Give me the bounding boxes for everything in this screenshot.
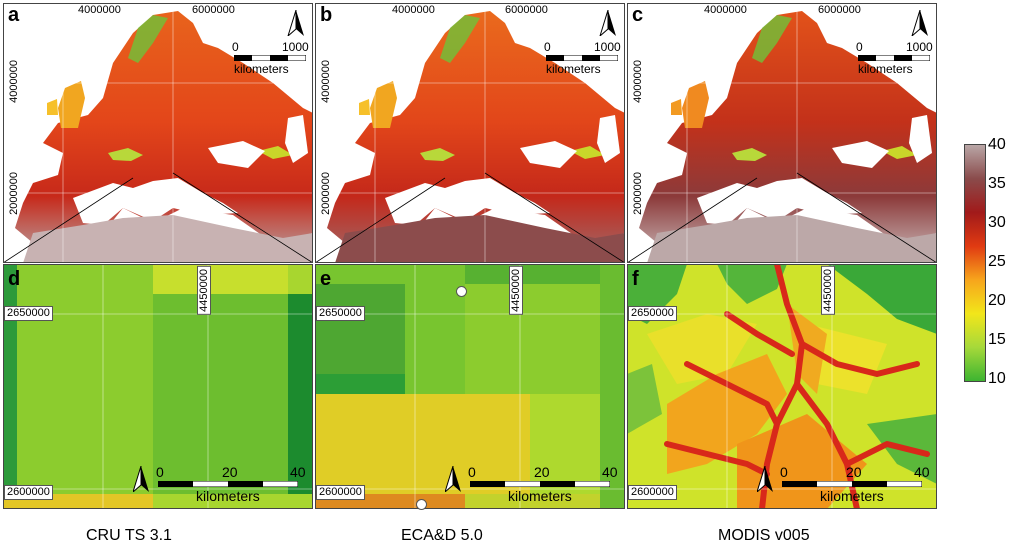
panel-c-modis-europe-map [627,3,937,263]
x-coordinate-label: 6000000 [818,4,861,16]
colorbar [964,144,986,382]
north-arrow-icon [911,9,929,41]
y-coordinate-label: 2600000 [316,485,365,500]
north-arrow-icon [756,465,773,497]
y-coordinate-label: 2600000 [628,485,677,500]
panel-letter: d [8,268,21,290]
scale-max: 1000 [282,40,309,54]
north-arrow-icon [132,465,149,497]
colorbar-tick: 40 [988,136,1006,153]
north-arrow-icon [599,9,617,41]
y-coordinate-label: 2600000 [4,485,53,500]
y-coordinate-label: 4000000 [320,60,332,103]
caption-modis: MODIS v005 [718,527,810,544]
scale-unit: kilometers [234,62,289,76]
scale-max: 40 [602,464,618,480]
colorbar-tick: 20 [988,292,1006,309]
caption-ecad: ECA&D 5.0 [401,527,483,544]
scale-zero: 0 [156,464,164,480]
scale-mid: 20 [222,464,238,480]
scale-mid: 20 [846,464,862,480]
north-arrow-icon [287,9,305,41]
colorbar-gradient [965,145,985,381]
colorbar-tick: 35 [988,175,1006,192]
colorbar-tick: 30 [988,214,1006,231]
x-coordinate-label: 6000000 [505,4,548,16]
station-marker [456,286,467,297]
scale-unit: kilometers [820,488,884,504]
scale-max: 1000 [906,40,933,54]
panel-letter: b [320,4,333,26]
y-coordinate-label: 4000000 [632,60,644,103]
scale-zero: 0 [780,464,788,480]
x-coordinate-label: 4000000 [78,4,121,16]
x-coordinate-label: 4450000 [197,266,211,315]
caption-cru: CRU TS 3.1 [86,527,172,544]
scale-zero: 0 [232,40,239,54]
x-coordinate-label: 4000000 [704,4,747,16]
scale-max: 1000 [594,40,621,54]
station-marker [416,499,427,510]
y-coordinate-label: 2650000 [4,306,53,321]
scale-unit: kilometers [508,488,572,504]
panel-d-cru-zoom-map [3,264,313,509]
panel-letter: f [632,268,639,290]
scale-zero: 0 [468,464,476,480]
panel-letter: c [632,4,644,26]
colorbar-tick: 25 [988,253,1006,270]
y-coordinate-label: 2650000 [316,306,365,321]
y-coordinate-label: 4000000 [8,60,20,103]
scale-unit: kilometers [546,62,601,76]
scale-mid: 20 [534,464,550,480]
y-coordinate-label: 2650000 [628,306,677,321]
colorbar-tick: 10 [988,370,1006,387]
panel-e-ecad-zoom-map [315,264,625,509]
x-coordinate-label: 4450000 [509,266,523,315]
scale-max: 40 [914,464,930,480]
panel-letter: e [320,268,332,290]
y-coordinate-label: 2000000 [632,172,644,215]
panel-b-ecad-europe-map [315,3,625,263]
scale-max: 40 [290,464,306,480]
scale-unit: kilometers [196,488,260,504]
colorbar-tick: 15 [988,331,1006,348]
panel-a-cru-europe-map [3,3,313,263]
scale-zero: 0 [544,40,551,54]
y-coordinate-label: 2000000 [320,172,332,215]
scale-unit: kilometers [858,62,913,76]
north-arrow-icon [444,465,461,497]
x-coordinate-label: 6000000 [192,4,235,16]
x-coordinate-label: 4000000 [392,4,435,16]
scale-zero: 0 [856,40,863,54]
panel-letter: a [8,4,20,26]
y-coordinate-label: 2000000 [8,172,20,215]
x-coordinate-label: 4450000 [821,266,835,315]
